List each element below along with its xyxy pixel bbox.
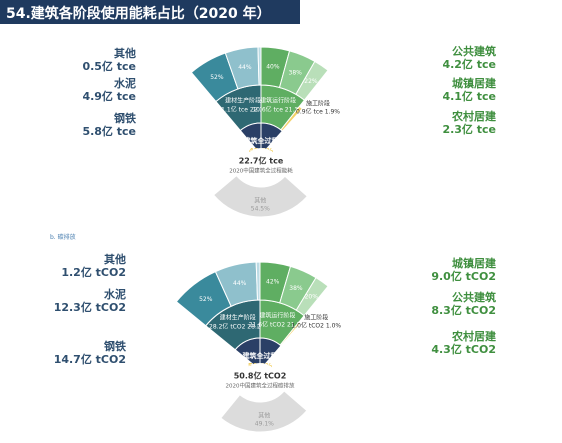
chart-a-center-disc <box>242 148 280 186</box>
chart-b-other-sector <box>220 390 308 433</box>
chart-b-building-outer-pct-2: 20% <box>305 294 319 301</box>
chart-a-other-pct: 54.5% <box>251 205 270 212</box>
chart-b-center-label: 2020中国建筑全过程碳排放 <box>226 382 295 390</box>
chart-b-right-label-1: 城镇居建 9.0亿 tCO2 <box>431 257 496 283</box>
chart-a-left-label-steel: 钢铁 5.8亿 tce <box>82 112 136 138</box>
chart-b-core-name: 建筑全过程 <box>243 351 278 360</box>
chart-b-materials-outer-pct-1: 44% <box>233 280 247 287</box>
chart-b-right-label-3: 农村居建 4.3亿 tCO2 <box>431 330 496 356</box>
chart-a-center-value: 22.7亿 tce <box>239 156 284 166</box>
chart-b-left-label-steel: 钢铁 14.7亿 tCO2 <box>53 340 126 366</box>
chart-b-materials-stage-value: 28.2亿 tCO2 28.2% <box>209 323 267 331</box>
chart-a-other-sector <box>212 174 308 218</box>
chart-a-building-stage-label: 建筑运行阶段 <box>260 96 296 104</box>
chart-a-construction-value: 0.9亿 tce 1.9% <box>296 107 340 115</box>
chart-a-left-label-cement: 水泥 4.9亿 tce <box>82 77 136 103</box>
chart-a-materials-outer-pct-1: 44% <box>238 64 252 71</box>
chart-b-core-right <box>259 337 282 372</box>
chart-b-materials-outer-pct-0: 52% <box>199 296 213 303</box>
chart-b-building-stage-label: 建筑运行阶段 <box>259 311 295 319</box>
chart-a-building-outer-pct-2: 22% <box>304 78 318 85</box>
chart-a-right-label-3: 农村居建 2.3亿 tce <box>442 110 496 136</box>
chart-a-construction-label: 施工阶段 <box>306 99 330 107</box>
chart-b-center-value: 50.8亿 tCO2 <box>234 371 287 381</box>
chart-a-left-label-other: 其他 0.5亿 tce <box>82 47 136 73</box>
chart-b-building-stage-value: 21.6亿 tCO2 21.7% <box>249 320 307 328</box>
title-bar: 54.建筑各阶段使用能耗占比（2020 年） <box>0 0 300 24</box>
chart-b-left-label-other: 其他 1.2亿 tCO2 <box>61 253 126 279</box>
chart-a-building-outer-pct-0: 40% <box>266 63 280 70</box>
chart-a-materials-stage-label: 建材生产阶段 <box>225 97 261 105</box>
chart-b-construction-label: 施工阶段 <box>304 314 328 322</box>
chart-a-other-name: 其他 <box>254 196 266 204</box>
page-title: 54.建筑各阶段使用能耗占比（2020 年） <box>6 6 271 22</box>
chart-b-other-name: 其他 <box>258 411 270 419</box>
chart-a-building-outer-2 <box>295 60 329 101</box>
chart-a-materials-stage-value: 11.1亿 tce 22.3% <box>217 106 269 114</box>
chart-a-core-right <box>260 122 284 157</box>
chart-a-right-label-1: 公共建筑 4.2亿 tce <box>442 45 496 71</box>
chart-a-right-label-2: 城镇居建 4.1亿 tce <box>442 77 496 103</box>
chart-b-building-outer-pct-0: 42% <box>266 278 280 285</box>
chart-a-building-outer-pct-1: 38% <box>289 69 303 76</box>
chart-b-left-label-cement: 水泥 12.3亿 tCO2 <box>53 288 126 314</box>
chart-b-building-outer-pct-1: 38% <box>289 285 303 292</box>
chart-b-subtitle: b. 碳排放 <box>50 234 76 241</box>
chart-b-materials-stage-label: 建材生产阶段 <box>220 314 256 322</box>
chart-b-construction-value: 1.0亿 tCO2 1.0% <box>291 322 341 330</box>
chart-a-center-label: 2020中国建筑全过程能耗 <box>229 167 293 175</box>
chart-a-materials-outer-pct-0: 52% <box>210 74 224 81</box>
chart-a-core-name: 建筑全过程 <box>244 136 279 145</box>
chart-b-other-pct: 49.1% <box>255 420 274 427</box>
chart-b-building-outer-2 <box>295 276 329 317</box>
chart-a-building-stage-value: 10.6亿 tce 21.3% <box>252 105 304 113</box>
chart-b-center-disc <box>241 363 279 401</box>
chart-b-right-label-2: 公共建筑 8.3亿 tCO2 <box>431 291 496 317</box>
